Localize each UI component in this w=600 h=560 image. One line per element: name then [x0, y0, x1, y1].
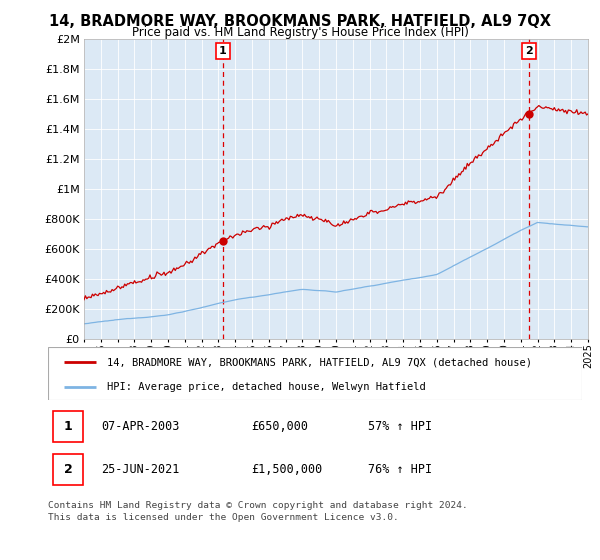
FancyBboxPatch shape: [53, 411, 83, 442]
Text: 14, BRADMORE WAY, BROOKMANS PARK, HATFIELD, AL9 7QX (detached house): 14, BRADMORE WAY, BROOKMANS PARK, HATFIE…: [107, 357, 532, 367]
Text: 76% ↑ HPI: 76% ↑ HPI: [368, 463, 433, 476]
Text: Price paid vs. HM Land Registry's House Price Index (HPI): Price paid vs. HM Land Registry's House …: [131, 26, 469, 39]
Text: 2: 2: [525, 46, 533, 56]
FancyBboxPatch shape: [48, 347, 582, 400]
Text: 07-APR-2003: 07-APR-2003: [101, 420, 180, 433]
Text: 25-JUN-2021: 25-JUN-2021: [101, 463, 180, 476]
Text: £1,500,000: £1,500,000: [251, 463, 322, 476]
Text: £650,000: £650,000: [251, 420, 308, 433]
Text: 14, BRADMORE WAY, BROOKMANS PARK, HATFIELD, AL9 7QX: 14, BRADMORE WAY, BROOKMANS PARK, HATFIE…: [49, 14, 551, 29]
Text: 1: 1: [64, 420, 73, 433]
FancyBboxPatch shape: [53, 454, 83, 485]
Text: 1: 1: [219, 46, 227, 56]
Text: 2: 2: [64, 463, 73, 476]
Text: Contains HM Land Registry data © Crown copyright and database right 2024.
This d: Contains HM Land Registry data © Crown c…: [48, 501, 468, 522]
Text: 57% ↑ HPI: 57% ↑ HPI: [368, 420, 433, 433]
Text: HPI: Average price, detached house, Welwyn Hatfield: HPI: Average price, detached house, Welw…: [107, 381, 425, 391]
